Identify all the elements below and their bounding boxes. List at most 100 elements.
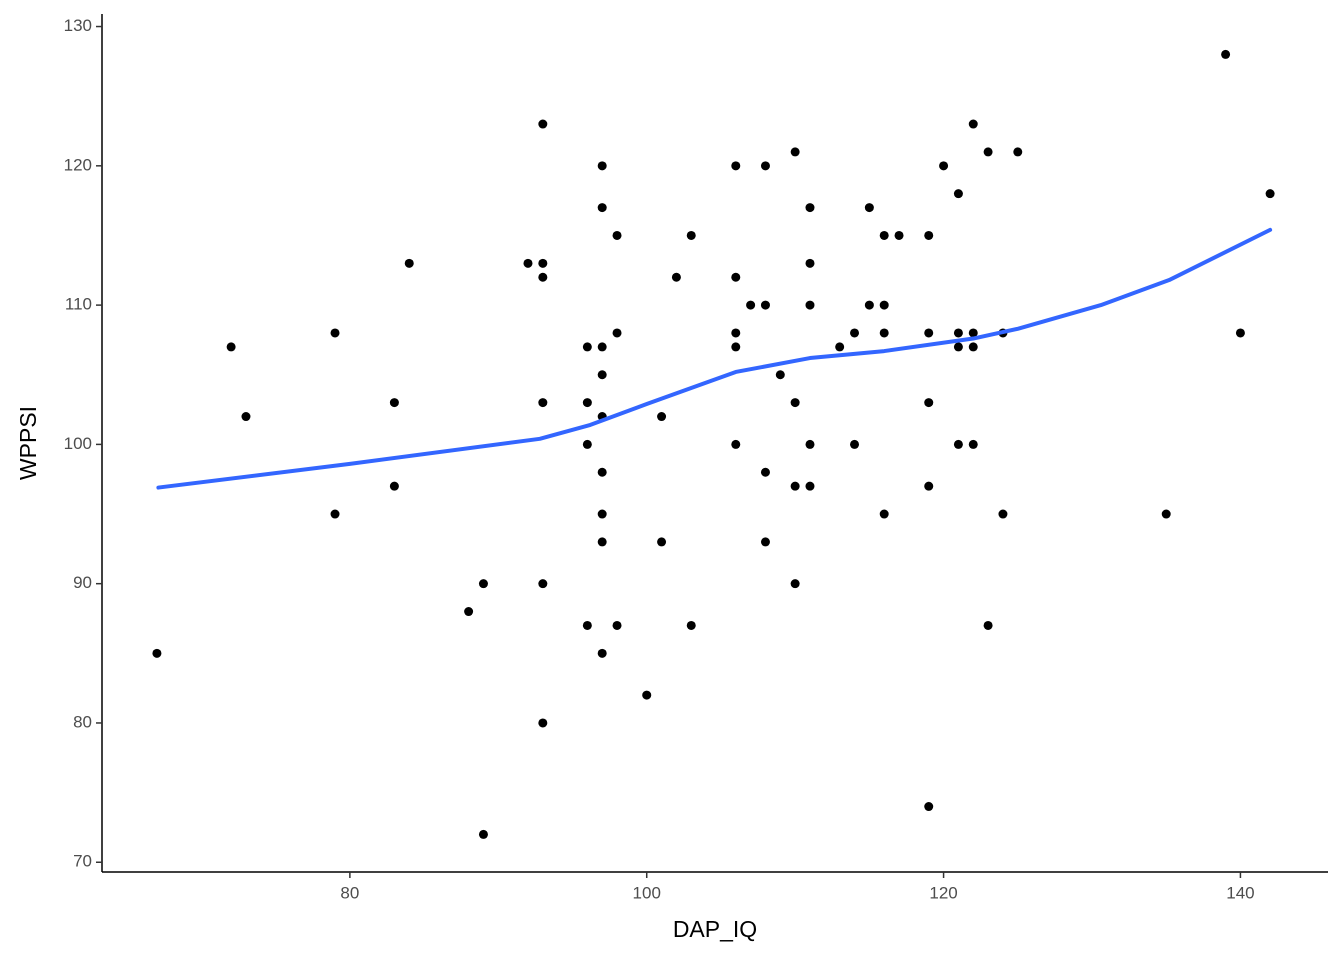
point <box>805 439 815 449</box>
point <box>612 328 622 338</box>
point <box>731 439 741 449</box>
point <box>924 230 934 240</box>
point <box>805 203 815 213</box>
y-tick-label: 110 <box>65 295 92 314</box>
point <box>953 189 963 199</box>
point <box>657 412 667 422</box>
point <box>538 718 548 728</box>
point <box>241 412 251 422</box>
point <box>582 342 592 352</box>
point <box>597 648 607 658</box>
point <box>924 398 934 408</box>
point <box>939 161 949 171</box>
x-tick-label: 120 <box>929 883 957 902</box>
point <box>731 328 741 338</box>
y-tick-label: 130 <box>64 16 92 35</box>
point <box>686 620 696 630</box>
point <box>523 258 533 268</box>
point <box>760 300 770 310</box>
x-tick-label: 80 <box>340 883 359 902</box>
point <box>953 439 963 449</box>
point <box>790 147 800 157</box>
point <box>775 370 785 380</box>
point <box>582 620 592 630</box>
point <box>760 161 770 171</box>
point <box>805 481 815 491</box>
y-tick-label: 70 <box>73 852 92 871</box>
point <box>389 398 399 408</box>
point <box>582 398 592 408</box>
point <box>805 258 815 268</box>
point <box>686 230 696 240</box>
point <box>968 439 978 449</box>
y-tick-label: 100 <box>64 434 92 453</box>
point <box>953 328 963 338</box>
point <box>597 203 607 213</box>
point <box>790 398 800 408</box>
point <box>953 342 963 352</box>
point <box>538 272 548 282</box>
point <box>968 119 978 129</box>
point <box>671 272 681 282</box>
point <box>835 342 845 352</box>
point <box>1221 49 1231 59</box>
point <box>968 342 978 352</box>
y-tick-label: 90 <box>73 573 92 592</box>
point <box>538 579 548 589</box>
point <box>864 203 874 213</box>
point <box>597 161 607 171</box>
point <box>968 328 978 338</box>
point <box>879 328 889 338</box>
point <box>850 439 860 449</box>
point <box>330 328 340 338</box>
point <box>642 690 652 700</box>
point <box>879 509 889 519</box>
y-tick-label: 120 <box>64 155 92 174</box>
point <box>538 119 548 129</box>
point <box>597 467 607 477</box>
point <box>731 272 741 282</box>
point <box>1235 328 1245 338</box>
point <box>597 509 607 519</box>
point <box>1013 147 1023 157</box>
point <box>983 147 993 157</box>
point <box>983 620 993 630</box>
point <box>389 481 399 491</box>
point <box>478 579 488 589</box>
point <box>330 509 340 519</box>
point <box>760 537 770 547</box>
point <box>582 439 592 449</box>
point <box>790 481 800 491</box>
point <box>597 342 607 352</box>
point <box>998 509 1008 519</box>
point <box>805 300 815 310</box>
point <box>731 161 741 171</box>
y-tick-label: 80 <box>73 712 92 731</box>
point <box>1161 509 1171 519</box>
point <box>790 579 800 589</box>
point <box>924 802 934 812</box>
x-tick-label: 100 <box>633 883 661 902</box>
y-axis-title: WPPSI <box>15 406 41 480</box>
point <box>731 342 741 352</box>
point <box>464 607 474 617</box>
point <box>760 467 770 477</box>
point <box>152 648 162 658</box>
point <box>478 829 488 839</box>
point <box>538 258 548 268</box>
point <box>404 258 414 268</box>
point <box>879 300 889 310</box>
point <box>1265 189 1275 199</box>
point <box>597 370 607 380</box>
point <box>612 230 622 240</box>
point <box>226 342 236 352</box>
point <box>879 230 889 240</box>
trend-line <box>156 227 1273 490</box>
point <box>597 537 607 547</box>
x-tick-label: 140 <box>1226 883 1254 902</box>
point <box>657 537 667 547</box>
point <box>924 328 934 338</box>
x-axis-title: DAP_IQ <box>673 916 757 942</box>
point <box>924 481 934 491</box>
